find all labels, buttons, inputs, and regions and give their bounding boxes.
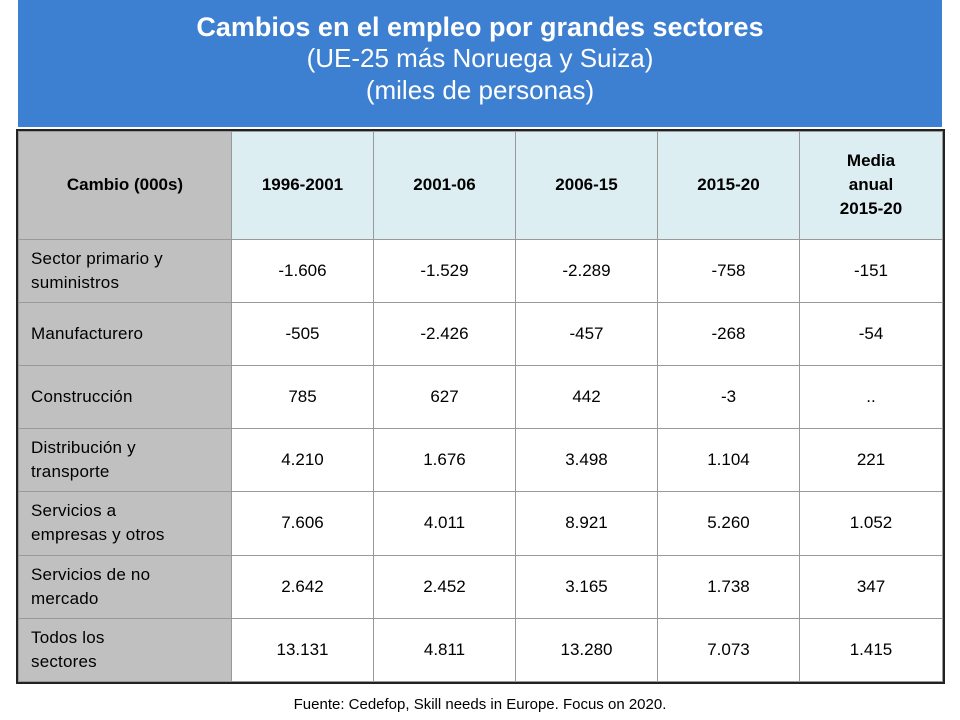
- table-row: Manufacturero -505 -2.426 -457 -268 -54: [18, 301, 943, 366]
- table-cell: -268: [657, 301, 800, 366]
- row-label-line2: sectores: [31, 651, 97, 671]
- table-cell: -1.606: [231, 238, 374, 303]
- table-cell: 13.131: [231, 617, 374, 683]
- table-row: Servicios de no mercado 2.642 2.452 3.16…: [18, 554, 943, 619]
- table-cell: 1.104: [657, 428, 800, 493]
- row-label-line1: Servicios de no: [31, 564, 151, 584]
- column-header-media-line1: Media: [846, 151, 896, 171]
- row-label-line2: transporte: [31, 462, 110, 482]
- table-cell: 4.011: [373, 491, 516, 556]
- table-cell: 442: [515, 364, 658, 430]
- table-cell: 7.073: [657, 617, 800, 683]
- column-header-media-line2: anual: [848, 175, 894, 195]
- row-label-construccion: Construcción: [18, 364, 232, 430]
- table-cell: -505: [231, 301, 374, 366]
- table-cell: 13.280: [515, 617, 658, 683]
- table-cell: 4.210: [231, 428, 374, 493]
- table-cell: 3.498: [515, 428, 658, 493]
- table-cell: -151: [799, 238, 943, 303]
- table-cell: 627: [373, 364, 516, 430]
- row-label-todos-sectores: Todos los sectores: [18, 617, 232, 683]
- table-row: Construcción 785 627 442 -3 ..: [18, 364, 943, 430]
- table-cell: -3: [657, 364, 800, 430]
- table-row: Servicios a empresas y otros 7.606 4.011…: [18, 491, 943, 556]
- employment-change-table: Cambio (000s) 1996-2001 2001-06 2006-15 …: [16, 129, 945, 684]
- row-label-servicios-empresas: Servicios a empresas y otros: [18, 491, 232, 556]
- column-header-cambio: Cambio (000s): [18, 131, 232, 240]
- column-header-1996-2001: 1996-2001: [231, 131, 374, 240]
- slide-subtitle-units: (miles de personas): [365, 75, 595, 105]
- row-label-line1: Distribución y: [31, 438, 136, 458]
- table-cell: 1.676: [373, 428, 516, 493]
- column-header-2015-20: 2015-20: [657, 131, 800, 240]
- table-cell: -1.529: [373, 238, 516, 303]
- row-label-distribucion: Distribución y transporte: [18, 428, 232, 493]
- table-cell: -2.289: [515, 238, 658, 303]
- column-header-media-line3: 2015-20: [839, 199, 903, 219]
- table-cell: 221: [799, 428, 943, 493]
- row-label-servicios-no-mercado: Servicios de no mercado: [18, 554, 232, 619]
- table-cell: -758: [657, 238, 800, 303]
- table-cell: 1.052: [799, 491, 943, 556]
- table-cell: 785: [231, 364, 374, 430]
- table-header-row: Cambio (000s) 1996-2001 2001-06 2006-15 …: [18, 131, 943, 240]
- column-header-2006-15: 2006-15: [515, 131, 658, 240]
- table-cell: 1.738: [657, 554, 800, 619]
- table-row: Sector primario y suministros -1.606 -1.…: [18, 238, 943, 303]
- row-label-sector-primario: Sector primario y suministros: [18, 238, 232, 303]
- table-cell: 7.606: [231, 491, 374, 556]
- table-cell: -457: [515, 301, 658, 366]
- row-label-line1: Sector primario y: [31, 248, 163, 268]
- row-label-line1: Servicios a: [31, 501, 117, 521]
- table-cell: 2.642: [231, 554, 374, 619]
- table-row: Distribución y transporte 4.210 1.676 3.…: [18, 428, 943, 493]
- table-cell: -54: [799, 301, 943, 366]
- table-cell: 5.260: [657, 491, 800, 556]
- table-cell: -2.426: [373, 301, 516, 366]
- row-label-manufacturero: Manufacturero: [18, 301, 232, 366]
- row-label-line1: Todos los: [31, 627, 105, 647]
- table-row: Todos los sectores 13.131 4.811 13.280 7…: [18, 617, 943, 683]
- slide-title: Cambios en el empleo por grandes sectore…: [196, 12, 764, 42]
- row-label-line2: mercado: [31, 588, 99, 608]
- column-header-2001-06: 2001-06: [373, 131, 516, 240]
- table-cell: 4.811: [373, 617, 516, 683]
- table-cell: 347: [799, 554, 943, 619]
- table-cell: 3.165: [515, 554, 658, 619]
- table-cell: 8.921: [515, 491, 658, 556]
- table-cell: ..: [799, 364, 943, 430]
- column-header-media-anual: Media anual 2015-20: [799, 131, 943, 240]
- title-banner: Cambios en el empleo por grandes sectore…: [18, 0, 942, 127]
- source-note: Fuente: Cedefop, Skill needs in Europe. …: [293, 696, 667, 713]
- table-cell: 1.415: [799, 617, 943, 683]
- slide-subtitle-region: (UE-25 más Noruega y Suiza): [306, 43, 654, 73]
- row-label-line2: empresas y otros: [31, 525, 165, 545]
- table-cell: 2.452: [373, 554, 516, 619]
- row-label-line2: suministros: [31, 272, 120, 292]
